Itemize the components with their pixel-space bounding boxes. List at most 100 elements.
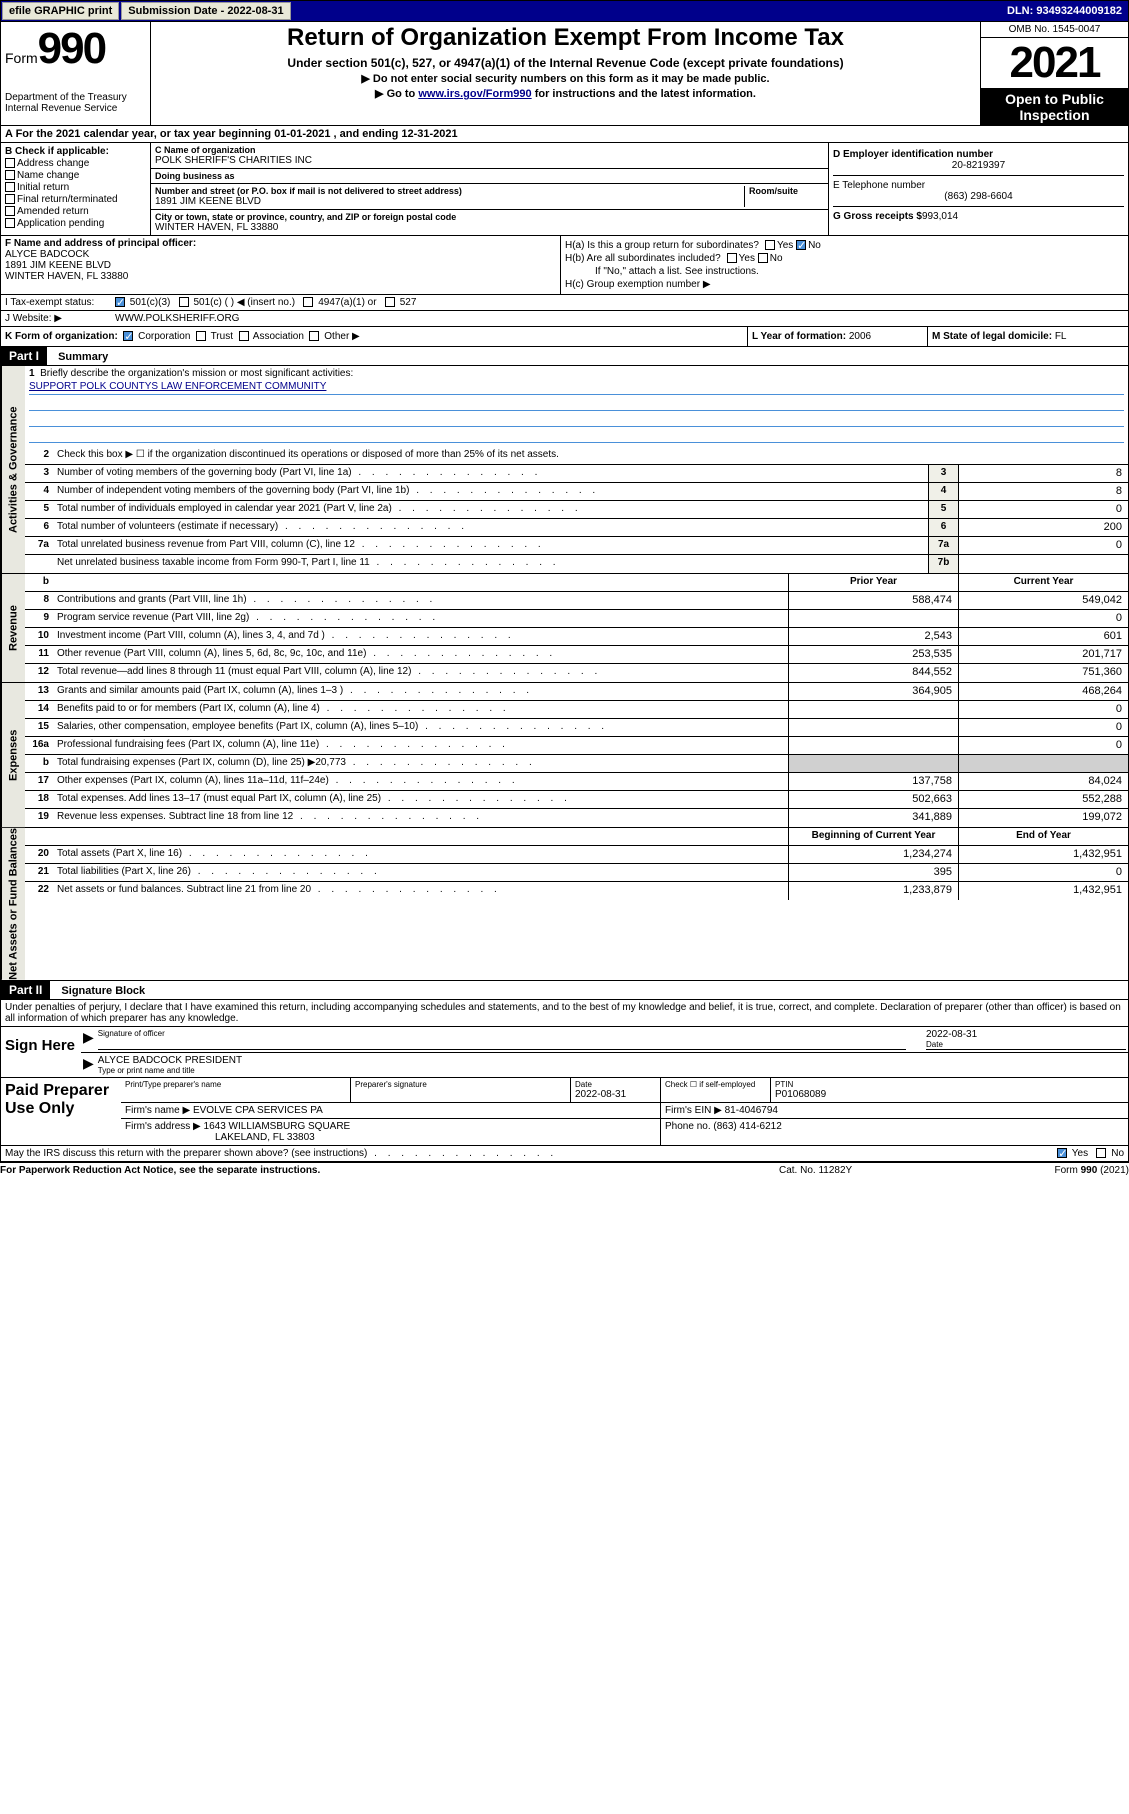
cat-no: Cat. No. 11282Y: [779, 1165, 979, 1176]
net-colheader: Beginning of Current Year End of Year: [25, 828, 1128, 846]
ein-value: 20-8219397: [833, 160, 1124, 171]
tel-row: E Telephone number (863) 298-6604: [833, 176, 1124, 207]
block-bcd: B Check if applicable: Address change Na…: [0, 143, 1129, 236]
chk-trust[interactable]: [196, 331, 206, 341]
form-subtitle-3: ▶ Go to www.irs.gov/Form990 for instruct…: [153, 87, 978, 100]
data-row: 16aProfessional fundraising fees (Part I…: [25, 737, 1128, 755]
col-current: Current Year: [958, 574, 1128, 591]
mission-text: SUPPORT POLK COUNTYS LAW ENFORCEMENT COM…: [29, 381, 1124, 395]
hb-note: If "No," attach a list. See instructions…: [565, 266, 1124, 277]
data-row: 17Other expenses (Part IX, column (A), l…: [25, 773, 1128, 791]
declaration: Under penalties of perjury, I declare th…: [0, 1000, 1129, 1027]
gross-row: G Gross receipts $993,014: [833, 207, 1124, 222]
chk-address[interactable]: Address change: [5, 158, 146, 169]
officer-addr1: 1891 JIM KEENE BLVD: [5, 260, 556, 271]
prep-row1: Print/Type preparer's name Preparer's si…: [121, 1078, 1128, 1103]
officer-label: F Name and address of principal officer:: [5, 238, 556, 249]
form-subtitle-2: ▶ Do not enter social security numbers o…: [153, 72, 978, 85]
room-label: Room/suite: [749, 186, 824, 196]
arrow-icon: ▶: [83, 1029, 94, 1050]
block-fh: F Name and address of principal officer:…: [0, 236, 1129, 295]
part2-badge: Part II: [1, 981, 50, 999]
website-value: WWW.POLKSHERIFF.ORG: [115, 313, 239, 324]
chk-discuss-yes[interactable]: [1057, 1148, 1067, 1158]
chk-527[interactable]: [385, 297, 395, 307]
box-m: M State of legal domicile: FL: [928, 327, 1128, 346]
data-row: 13Grants and similar amounts paid (Part …: [25, 683, 1128, 701]
chk-assoc[interactable]: [239, 331, 249, 341]
sig-row1: ▶ Signature of officer 2022-08-31Date: [81, 1027, 1128, 1053]
col-end: End of Year: [958, 828, 1128, 845]
form-header: Form990 Department of the Treasury Inter…: [0, 22, 1129, 126]
street-label: Number and street (or P.O. box if mail i…: [155, 186, 744, 196]
chk-501c3[interactable]: [115, 297, 125, 307]
org-name-label: C Name of organization: [155, 145, 824, 155]
section-expenses: Expenses 13Grants and similar amounts pa…: [0, 683, 1129, 828]
form-word: Form: [5, 50, 38, 66]
box-b-label: B Check if applicable:: [5, 146, 146, 157]
section-governance: Activities & Governance 1 Briefly descri…: [0, 366, 1129, 574]
prep-row2: Firm's name ▶ EVOLVE CPA SERVICES PA Fir…: [121, 1103, 1128, 1119]
vtab-governance: Activities & Governance: [1, 366, 25, 573]
data-row: 20Total assets (Part X, line 16)1,234,27…: [25, 846, 1128, 864]
data-row: 12Total revenue—add lines 8 through 11 (…: [25, 664, 1128, 682]
revenue-colheader: b Prior Year Current Year: [25, 574, 1128, 592]
chk-name[interactable]: Name change: [5, 170, 146, 181]
may-discuss-row: May the IRS discuss this return with the…: [0, 1146, 1129, 1162]
city-value: WINTER HAVEN, FL 33880: [155, 222, 824, 233]
header-center: Return of Organization Exempt From Incom…: [151, 22, 980, 125]
revenue-table: b Prior Year Current Year 8Contributions…: [25, 574, 1128, 682]
row-klm: K Form of organization: Corporation Trus…: [0, 327, 1129, 347]
chk-application[interactable]: Application pending: [5, 218, 146, 229]
data-row: 15Salaries, other compensation, employee…: [25, 719, 1128, 737]
part2-header-row: Part II Signature Block: [0, 981, 1129, 1000]
gross-label: G Gross receipts $: [833, 211, 922, 222]
gov-row: 6Total number of volunteers (estimate if…: [25, 519, 1128, 537]
gov-row: 7aTotal unrelated business revenue from …: [25, 537, 1128, 555]
vtab-expenses: Expenses: [1, 683, 25, 827]
street-row: Number and street (or P.O. box if mail i…: [151, 184, 828, 210]
chk-discuss-no[interactable]: [1096, 1148, 1106, 1158]
chk-initial[interactable]: Initial return: [5, 182, 146, 193]
ein-label: D Employer identification number: [833, 149, 1124, 160]
header-left: Form990 Department of the Treasury Inter…: [1, 22, 151, 125]
vtab-revenue: Revenue: [1, 574, 25, 682]
sign-here-label: Sign Here: [1, 1027, 81, 1077]
city-label: City or town, state or province, country…: [155, 212, 824, 222]
prep-row3: Firm's address ▶ 1643 WILLIAMSBURG SQUAR…: [121, 1119, 1128, 1145]
chk-other[interactable]: [309, 331, 319, 341]
city-row: City or town, state or province, country…: [151, 210, 828, 235]
form-label-footer: Form 990 (2021): [979, 1165, 1129, 1176]
chk-final[interactable]: Final return/terminated: [5, 194, 146, 205]
chk-corp[interactable]: [123, 331, 133, 341]
mission-line3: [29, 413, 1124, 427]
part1-header-row: Part I Summary: [0, 347, 1129, 366]
gov-row: 5Total number of individuals employed in…: [25, 501, 1128, 519]
header-right: OMB No. 1545-0047 2021 Open to Public In…: [980, 22, 1128, 125]
top-bar: efile GRAPHIC print Submission Date - 20…: [0, 0, 1129, 22]
data-row: 8Contributions and grants (Part VIII, li…: [25, 592, 1128, 610]
box-b: B Check if applicable: Address change Na…: [1, 143, 151, 235]
chk-amended[interactable]: Amended return: [5, 206, 146, 217]
org-name: POLK SHERIFF'S CHARITIES INC: [155, 155, 824, 166]
arrow-icon: ▶: [83, 1055, 94, 1075]
page-footer: For Paperwork Reduction Act Notice, see …: [0, 1162, 1129, 1178]
box-l: L Year of formation: 2006: [748, 327, 928, 346]
sub3-post: for instructions and the latest informat…: [532, 88, 756, 100]
i-label: I Tax-exempt status:: [5, 297, 115, 308]
gov-row: 4Number of independent voting members of…: [25, 483, 1128, 501]
paid-preparer-label: Paid Preparer Use Only: [1, 1078, 121, 1145]
efile-button[interactable]: efile GRAPHIC print: [2, 2, 119, 20]
chk-4947[interactable]: [303, 297, 313, 307]
dba-row: Doing business as: [151, 169, 828, 184]
part2-title: Signature Block: [53, 983, 153, 999]
data-row: 11Other revenue (Part VIII, column (A), …: [25, 646, 1128, 664]
submission-date-button[interactable]: Submission Date - 2022-08-31: [121, 2, 290, 20]
paperwork-notice: For Paperwork Reduction Act Notice, see …: [0, 1165, 779, 1176]
sig-row2: ▶ ALYCE BADCOCK PRESIDENTType or print n…: [81, 1053, 1128, 1077]
chk-501c[interactable]: [179, 297, 189, 307]
irs-link[interactable]: www.irs.gov/Form990: [418, 88, 531, 100]
sign-here-body: ▶ Signature of officer 2022-08-31Date ▶ …: [81, 1027, 1128, 1077]
officer-name: ALYCE BADCOCK: [5, 249, 556, 260]
street-value: 1891 JIM KEENE BLVD: [155, 196, 744, 207]
